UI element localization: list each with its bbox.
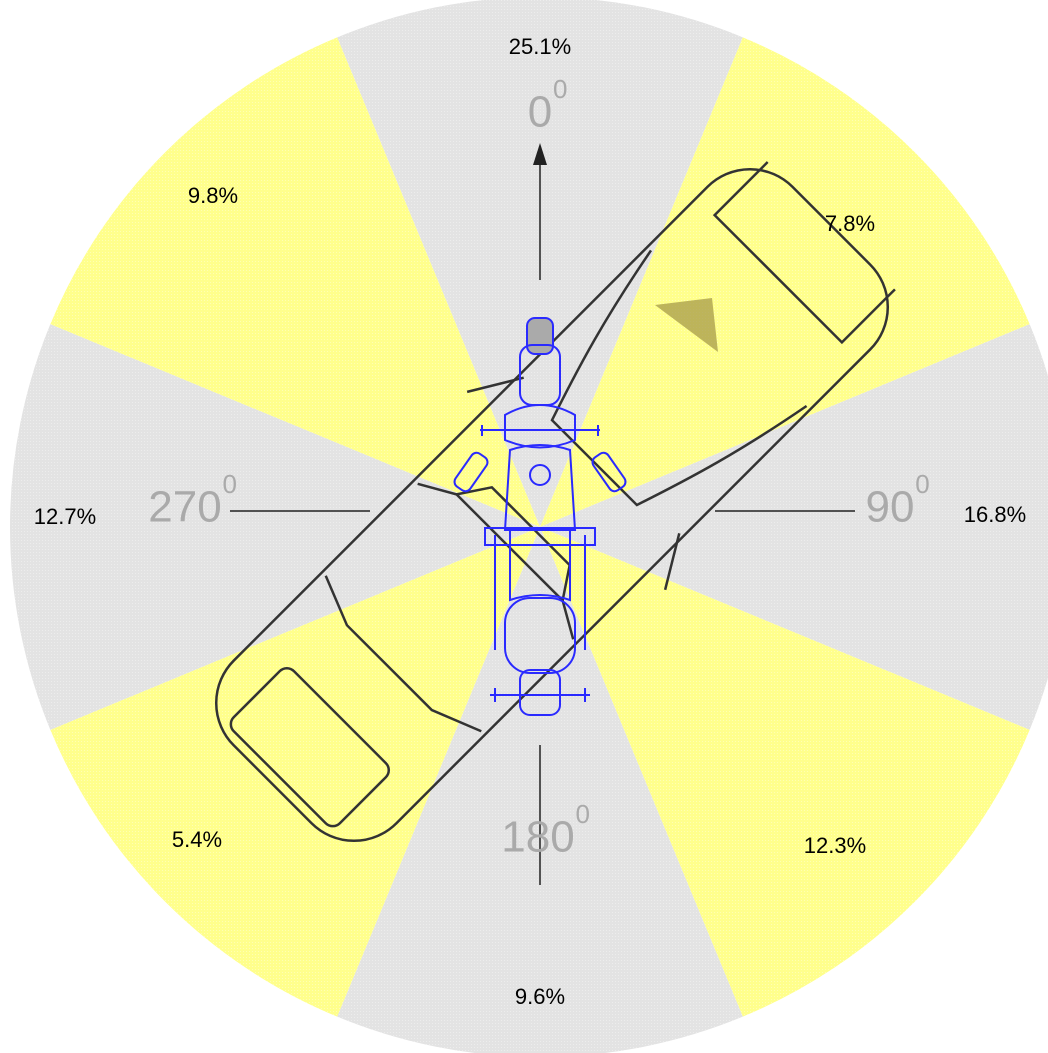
car-hood	[712, 161, 896, 345]
direction-lines	[230, 160, 855, 885]
rear-axle	[490, 688, 590, 702]
car-marker	[655, 298, 718, 352]
handlebar	[480, 425, 600, 436]
mirror	[591, 451, 627, 493]
sector-label: 12.7%	[34, 504, 96, 529]
car	[214, 161, 896, 843]
seat	[456, 485, 572, 601]
rear-fender	[504, 597, 576, 674]
arrow-head	[533, 143, 547, 165]
frame	[494, 535, 586, 650]
angle-label: 90	[866, 483, 915, 532]
sector-label: 12.3%	[804, 833, 866, 858]
sector-label: 5.4%	[172, 827, 222, 852]
degree-mark: 0	[915, 469, 929, 499]
tank	[503, 444, 577, 531]
mirror	[663, 532, 681, 591]
motorcycle	[453, 317, 627, 716]
rear-tire	[519, 669, 561, 716]
angle-label: 180	[501, 813, 574, 862]
dash	[504, 404, 576, 449]
labels: 25.1%7.8%16.8%12.3%9.6%5.4%12.7%9.8%0 090…	[34, 34, 1026, 1009]
angle-label: 0	[528, 88, 552, 137]
seat	[509, 530, 571, 602]
degree-mark: 0	[575, 799, 589, 829]
car-body	[214, 167, 890, 843]
mirror	[466, 376, 525, 394]
sector-label: 9.6%	[515, 984, 565, 1009]
front-tire	[526, 317, 554, 355]
sector-label: 16.8%	[964, 502, 1026, 527]
degree-mark: 0	[222, 469, 236, 499]
angle-label: 270	[148, 483, 221, 532]
rear-window	[324, 575, 482, 733]
sector-label: 25.1%	[509, 34, 571, 59]
windshield	[550, 249, 808, 507]
mirror	[453, 451, 489, 493]
sector-label: 7.8%	[825, 211, 875, 236]
sector-label: 9.8%	[188, 183, 238, 208]
cap	[529, 464, 551, 486]
footrests	[484, 527, 596, 546]
trunk	[229, 666, 391, 828]
degree-mark: 0	[553, 74, 567, 104]
